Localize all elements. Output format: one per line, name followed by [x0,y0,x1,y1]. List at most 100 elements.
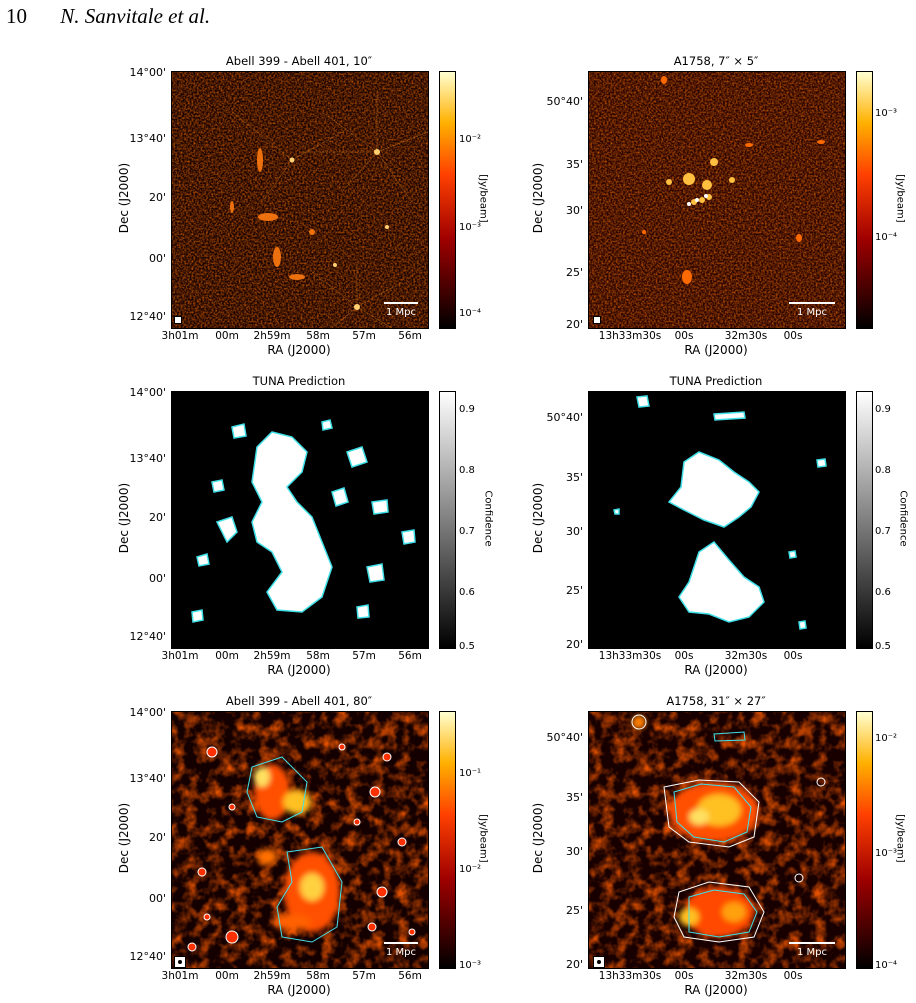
x-tick-label: 3h01m [161,970,199,982]
colorbar-tick: 0.6 [459,587,475,598]
y-tick-label: 30' [565,525,583,538]
y-tick-label: 20' [148,831,166,844]
y-tick-label: 20' [565,958,583,971]
y-tick-label: 20' [565,318,583,331]
colorbar-label: [Jy/beam] [477,814,489,863]
y-tick-label: 50°40' [546,95,583,108]
colorbar-tick: 0.9 [875,404,891,415]
scale-bar [789,942,835,944]
y-tick-label: 25' [565,904,583,917]
x-tick-label: 13h33m30s [598,650,662,662]
y-axis-label: Dec (J2000) [531,482,545,554]
y-tick-label: 00' [148,572,166,585]
colorbar-tick: 0.9 [459,404,475,415]
x-axis-label: RA (J2000) [267,983,331,997]
colorbar-tick: 0.8 [875,465,891,476]
y-axis-label: Dec (J2000) [531,802,545,874]
colorbar-label: Confidence [897,490,909,547]
y-tick-label: 35' [565,158,583,171]
beam-marker [593,316,601,324]
y-tick-label: 13°40' [129,132,166,145]
y-tick-label: 50°40' [546,411,583,424]
y-tick-label: 20' [148,511,166,524]
y-axis-label: Dec (J2000) [117,802,131,874]
colorbar-tick: 10⁻² [459,134,482,145]
scale-bar [789,302,835,304]
x-tick-label: 58m [306,650,330,662]
colorbar [439,391,456,649]
x-tick-label: 2h59m [253,650,291,662]
y-tick-label: 25' [565,266,583,279]
colorbar-tick: 0.5 [875,641,891,652]
y-tick-label: 14°00' [129,66,166,79]
colorbar-tick: 0.6 [875,587,891,598]
panel-title: Abell 399 - Abell 401, 80″ [225,694,373,708]
y-tick-label: 13°40' [129,452,166,465]
colorbar-tick: 10⁻³ [459,960,482,971]
x-tick-label: 00s [783,650,803,662]
colorbar-tick: 0.7 [875,526,891,537]
radio-image: 1 Mpc [588,711,846,969]
radio-image: 1 Mpc [171,711,429,969]
colorbar-tick: 0.7 [459,526,475,537]
x-tick-label: 2h59m [253,970,291,982]
scale-bar-label: 1 Mpc [385,307,416,318]
x-tick-label: 00m [215,970,239,982]
colorbar-tick: 10⁻⁴ [459,308,482,319]
x-tick-label: 13h33m30s [598,970,662,982]
x-tick-label: 57m [352,970,376,982]
colorbar-label: Confidence [482,490,494,547]
y-axis-label: Dec (J2000) [117,162,131,234]
y-tick-label: 50°40' [546,731,583,744]
x-tick-label: 56m [398,330,422,342]
y-tick-label: 35' [565,791,583,804]
colorbar-tick: 10⁻² [875,733,898,744]
colorbar-tick: 10⁻¹ [459,768,482,779]
x-tick-label: 56m [398,970,422,982]
colorbar [856,711,873,969]
colorbar [439,711,456,969]
y-tick-label: 20' [148,191,166,204]
y-axis-label: Dec (J2000) [531,162,545,234]
colorbar-label: [Jy/beam] [477,174,489,223]
panel-title: Abell 399 - Abell 401, 10″ [225,54,373,68]
panel-title: A1758, 31″ × 27″ [666,694,766,708]
y-tick-label: 12°40' [129,310,166,323]
y-tick-label: 30' [565,204,583,217]
x-tick-label: 57m [352,650,376,662]
x-tick-label: 58m [306,330,330,342]
colorbar-tick: 0.8 [459,465,475,476]
x-tick-label: 00m [215,330,239,342]
page-header: 10 N. Sanvitale et al. [6,4,210,29]
y-tick-label: 00' [148,252,166,265]
y-tick-label: 35' [565,471,583,484]
x-axis-label: RA (J2000) [267,663,331,677]
y-tick-label: 14°00' [129,706,166,719]
beam-marker [593,956,605,968]
colorbar-label: [Jy/beam] [894,174,906,223]
colorbar [856,391,873,649]
colorbar-tick: 10⁻³ [459,222,482,233]
y-tick-label: 20' [565,638,583,651]
prediction-map [588,391,846,649]
x-axis-label: RA (J2000) [684,663,748,677]
panel-title: TUNA Prediction [252,374,346,388]
x-tick-label: 00s [783,330,803,342]
scale-bar-label: 1 Mpc [385,947,416,958]
scale-bar-label: 1 Mpc [796,307,827,318]
x-tick-label: 57m [352,330,376,342]
beam-marker [174,956,186,968]
x-tick-label: 00s [783,970,803,982]
y-tick-label: 13°40' [129,772,166,785]
x-tick-label: 00s [674,330,694,342]
page-number: 10 [6,4,27,28]
x-axis-label: RA (J2000) [267,343,331,357]
x-tick-label: 13h33m30s [598,330,662,342]
colorbar [856,71,873,329]
colorbar-tick: 10⁻² [459,864,482,875]
panel-title: A1758, 7″ × 5″ [673,54,759,68]
radio-image: 1 Mpc [588,71,846,329]
y-axis-label: Dec (J2000) [117,482,131,554]
x-tick-label: 56m [398,650,422,662]
scale-bar [384,942,418,944]
